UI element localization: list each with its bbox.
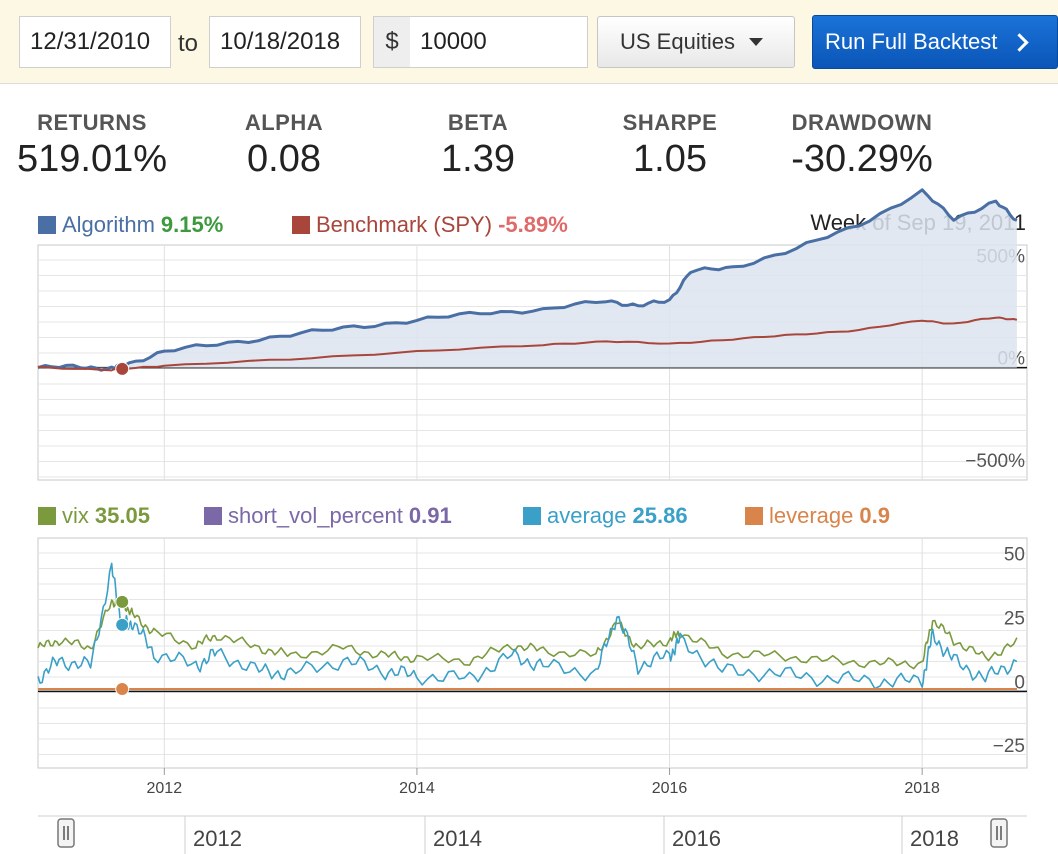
series-line-average[interactable] <box>37 562 1018 690</box>
legend-swatch <box>745 507 763 525</box>
stat-sharpe: SHARPE 1.05 <box>600 110 740 181</box>
legend-short-vol-percent[interactable]: short_vol_percent 0.91 <box>204 503 452 529</box>
legend-swatch <box>204 507 222 525</box>
legend-leverage[interactable]: leverage 0.9 <box>745 503 890 529</box>
hover-marker <box>115 361 130 376</box>
stat-value: 0.08 <box>247 138 321 180</box>
legend-swatch <box>523 507 541 525</box>
range-navigator[interactable]: 2012 2014 2016 2018 <box>38 815 1027 854</box>
navigator-left-handle[interactable] <box>57 818 75 848</box>
algorithm-area <box>38 189 1017 371</box>
stat-drawdown: DRAWDOWN -30.29% <box>782 110 942 181</box>
x-tick-label: 2016 <box>652 780 688 797</box>
start-date-input[interactable]: 12/31/2010 <box>19 16 171 68</box>
hover-marker <box>115 617 130 632</box>
handle-box[interactable] <box>57 818 75 848</box>
hover-marker <box>115 682 130 697</box>
legend-value: -5.89% <box>498 212 568 237</box>
legend-label: average <box>547 503 627 528</box>
universe-select[interactable]: US Equities <box>597 16 795 68</box>
plot-area <box>37 537 1028 769</box>
navigator-label: 2012 <box>193 826 242 851</box>
legend-vix[interactable]: vix 35.05 <box>38 503 150 529</box>
legend-label: leverage <box>769 503 854 528</box>
y-tick-label: 25 <box>1004 608 1025 629</box>
stat-value: 1.05 <box>633 138 707 180</box>
x-tick-label: 2014 <box>399 780 435 797</box>
stat-returns: RETURNS 519.01% <box>12 110 172 181</box>
stat-value: -30.29% <box>791 138 933 180</box>
series-line-algorithm[interactable] <box>37 188 1018 372</box>
legend-value: 25.86 <box>632 503 688 528</box>
handle-box[interactable] <box>990 818 1008 848</box>
legend-label: Algorithm <box>62 212 155 237</box>
legend-label: Benchmark (SPY) <box>316 212 493 237</box>
backtest-toolbar: 12/31/2010 to 10/18/2018 $ 10000 US Equi… <box>0 0 1058 84</box>
legend-label: vix <box>62 503 89 528</box>
run-button-label: Run Full Backtest <box>825 29 998 54</box>
stat-alpha: ALPHA 0.08 <box>214 110 354 181</box>
legend-value: 0.91 <box>408 503 452 528</box>
series-line-vix[interactable] <box>37 595 1018 670</box>
stat-label: ALPHA <box>244 110 324 135</box>
legend-value: 0.9 <box>859 503 890 528</box>
stat-label: DRAWDOWN <box>791 110 933 135</box>
legend-benchmark[interactable]: Benchmark (SPY) -5.89% <box>292 212 568 238</box>
navigator-label: 2016 <box>672 826 721 851</box>
hover-marker <box>115 594 130 609</box>
navigator-label: 2014 <box>433 826 482 851</box>
capital-input[interactable]: 10000 <box>410 16 588 68</box>
y-tick-label: 50 <box>1004 545 1025 566</box>
chevron-down-icon <box>748 38 763 46</box>
legend-algorithm[interactable]: Algorithm 9.15% <box>38 212 223 238</box>
legend-swatch <box>292 216 310 234</box>
universe-select-label: US Equities <box>620 29 735 54</box>
navigator-label: 2018 <box>910 826 959 851</box>
legend-label: short_vol_percent <box>228 503 403 528</box>
end-date-input[interactable]: 10/18/2018 <box>209 16 361 68</box>
to-label: to <box>178 30 199 57</box>
navigator-right-handle[interactable] <box>990 818 1008 848</box>
stat-value: 1.39 <box>441 138 515 180</box>
stat-label: BETA <box>447 110 509 135</box>
x-tick-label: 2018 <box>904 780 940 797</box>
y-tick-label: −500% <box>965 451 1025 472</box>
legend-swatch <box>38 216 56 234</box>
series-line-benchmark-spy-[interactable] <box>37 316 1018 372</box>
y-tick-label: 0 <box>1014 672 1025 693</box>
legend-value: 35.05 <box>94 503 150 528</box>
indicators-chart[interactable]: 50 25 0 −25 2012 2014 2016 2018 <box>37 537 1028 797</box>
legend-swatch <box>38 507 56 525</box>
run-full-backtest-button[interactable]: Run Full Backtest <box>812 15 1058 69</box>
stat-label: SHARPE <box>622 110 718 135</box>
y-tick-label: −25 <box>993 736 1025 757</box>
legend-average[interactable]: average 25.86 <box>523 503 688 529</box>
stat-beta: BETA 1.39 <box>408 110 548 181</box>
stat-value: 519.01% <box>16 138 167 180</box>
x-tick-label: 2012 <box>147 780 183 797</box>
returns-chart[interactable]: 500%0%−500% <box>37 188 1028 481</box>
legend-value: 9.15% <box>160 212 224 237</box>
stat-label: RETURNS <box>37 110 147 135</box>
